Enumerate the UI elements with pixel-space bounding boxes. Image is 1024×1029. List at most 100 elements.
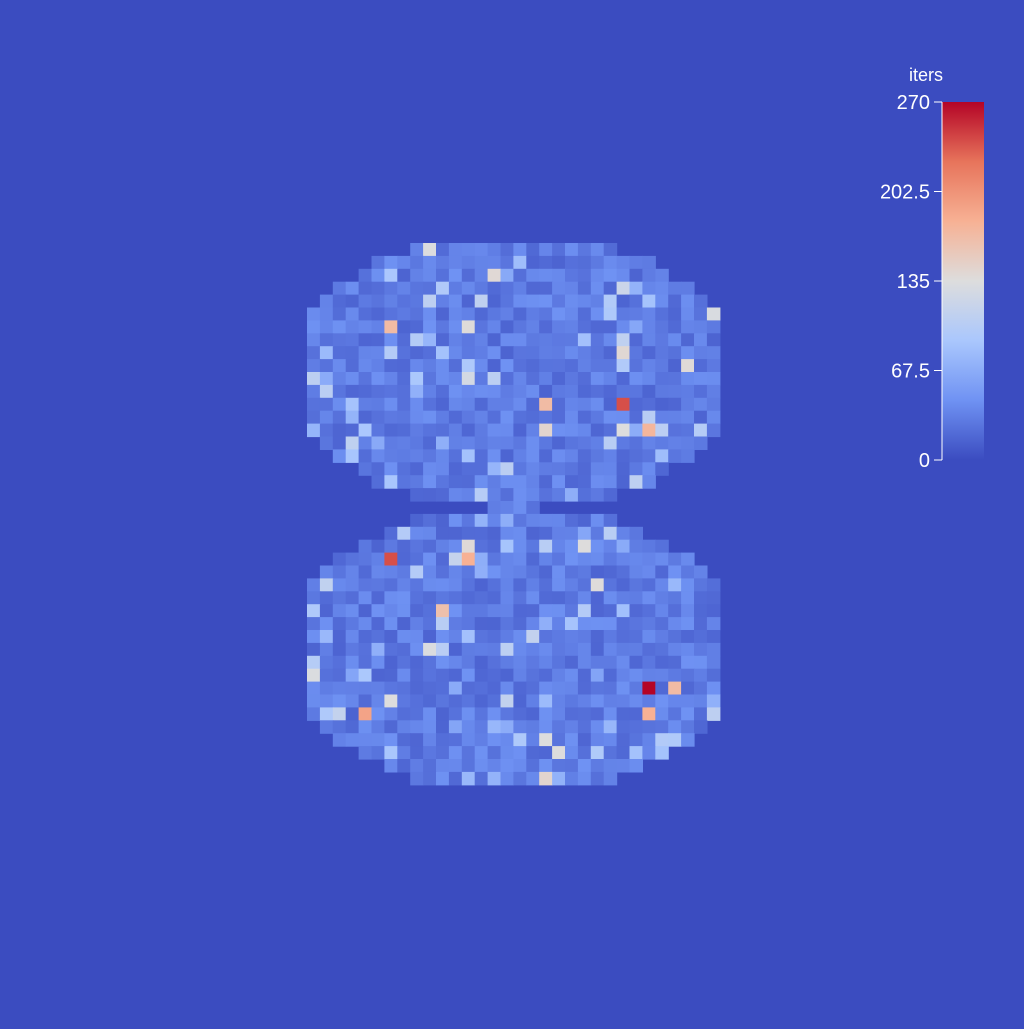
heatmap-cell — [410, 255, 424, 270]
heatmap-cell — [461, 746, 476, 760]
heatmap-cell — [358, 617, 373, 631]
heatmap-cell — [539, 462, 553, 476]
heatmap-cell — [577, 759, 592, 773]
heatmap-cell — [410, 307, 424, 321]
heatmap-cell — [436, 475, 450, 489]
heatmap-cell — [513, 539, 527, 554]
heatmap-cell — [461, 642, 476, 657]
heatmap-cell — [526, 746, 540, 760]
heatmap-cell — [539, 333, 553, 347]
heatmap-cell — [526, 320, 540, 334]
heatmap-cell — [345, 642, 360, 657]
heatmap-cell — [371, 436, 385, 450]
colorbar-ticks: 0 67.5 135 202.5 270 — [880, 92, 942, 472]
heatmap-cell — [577, 513, 592, 528]
heatmap-cell — [319, 707, 334, 721]
heatmap-cell — [513, 449, 527, 463]
heatmap-cell — [603, 617, 618, 631]
heatmap-cell — [629, 372, 643, 386]
heatmap-cell — [448, 423, 463, 438]
heatmap-cell — [565, 307, 579, 321]
heatmap-cell — [448, 733, 463, 747]
heatmap-cell — [436, 513, 450, 528]
heatmap-cell — [371, 255, 385, 270]
heatmap-cell — [552, 462, 566, 476]
heatmap-cell — [706, 320, 721, 334]
heatmap-cell — [706, 359, 721, 373]
heatmap-cell — [565, 281, 579, 296]
heatmap-cell — [500, 526, 514, 541]
heatmap-cell — [526, 449, 540, 463]
heatmap-cell — [590, 268, 605, 283]
heatmap-cell — [500, 294, 514, 309]
heatmap-cell — [423, 552, 437, 567]
heatmap-cell — [655, 294, 669, 309]
heatmap-cell — [500, 372, 514, 386]
heatmap-cell — [345, 281, 360, 296]
heatmap-cell — [539, 604, 553, 618]
heatmap-cell — [565, 488, 579, 502]
heatmap-cell — [397, 707, 411, 721]
heatmap-cell — [694, 707, 708, 721]
heatmap-cell — [332, 294, 347, 309]
heatmap-cell — [397, 384, 411, 399]
heatmap-cell — [500, 552, 514, 567]
heatmap-cell — [487, 462, 502, 476]
heatmap-cell — [423, 720, 437, 734]
heatmap-cell — [474, 539, 489, 554]
heatmap-cell — [423, 294, 437, 309]
heatmap-cell — [410, 397, 424, 412]
heatmap-cell — [706, 372, 721, 386]
heatmap-cell — [307, 320, 321, 334]
heatmap-cell — [487, 526, 502, 541]
heatmap-cell — [500, 346, 514, 360]
heatmap-cell — [358, 359, 373, 373]
heatmap-cell — [577, 268, 592, 283]
heatmap-cell — [552, 578, 566, 592]
heatmap-cell — [487, 617, 502, 631]
heatmap-cell — [552, 268, 566, 283]
heatmap-cell — [642, 591, 656, 605]
heatmap-cell — [358, 733, 373, 747]
heatmap-cell — [668, 617, 682, 631]
heatmap-cell — [513, 359, 527, 373]
heatmap-cell — [500, 539, 514, 554]
heatmap-cell — [681, 307, 695, 321]
heatmap-cell — [629, 552, 643, 567]
heatmap-cell — [436, 539, 450, 554]
heatmap-cell — [526, 526, 540, 541]
heatmap-cell — [461, 423, 476, 438]
heatmap-cell — [668, 307, 682, 321]
heatmap-cell — [307, 397, 321, 412]
heatmap-cell — [384, 526, 398, 541]
heatmap-cell — [345, 346, 360, 360]
heatmap-cell — [358, 642, 373, 657]
heatmap-cell — [590, 449, 605, 463]
heatmap-cell — [461, 668, 476, 683]
heatmap-cell — [526, 733, 540, 747]
heatmap-cell — [642, 320, 656, 334]
heatmap-cell — [487, 552, 502, 567]
heatmap-cell — [474, 281, 489, 296]
heatmap-cell — [423, 617, 437, 631]
heatmap-cell — [603, 513, 618, 528]
heatmap-cell — [668, 333, 682, 347]
heatmap-cell — [345, 617, 360, 631]
heatmap-cell — [332, 617, 347, 631]
heatmap-cell — [577, 617, 592, 631]
heatmap-cell — [552, 655, 566, 670]
heatmap-cell — [423, 410, 437, 425]
heatmap-cell — [590, 539, 605, 554]
heatmap-cell — [668, 642, 682, 657]
heatmap-cell — [552, 359, 566, 373]
heatmap-cell — [552, 449, 566, 463]
heatmap-cell — [616, 255, 631, 270]
heatmap-cell — [332, 307, 347, 321]
heatmap-cell — [436, 255, 450, 270]
heatmap-cell — [668, 552, 682, 567]
heatmap-cell — [371, 617, 385, 631]
heatmap-cell — [436, 552, 450, 567]
heatmap-cell — [332, 281, 347, 296]
heatmap-cell — [423, 630, 437, 644]
heatmap-cell — [513, 707, 527, 721]
